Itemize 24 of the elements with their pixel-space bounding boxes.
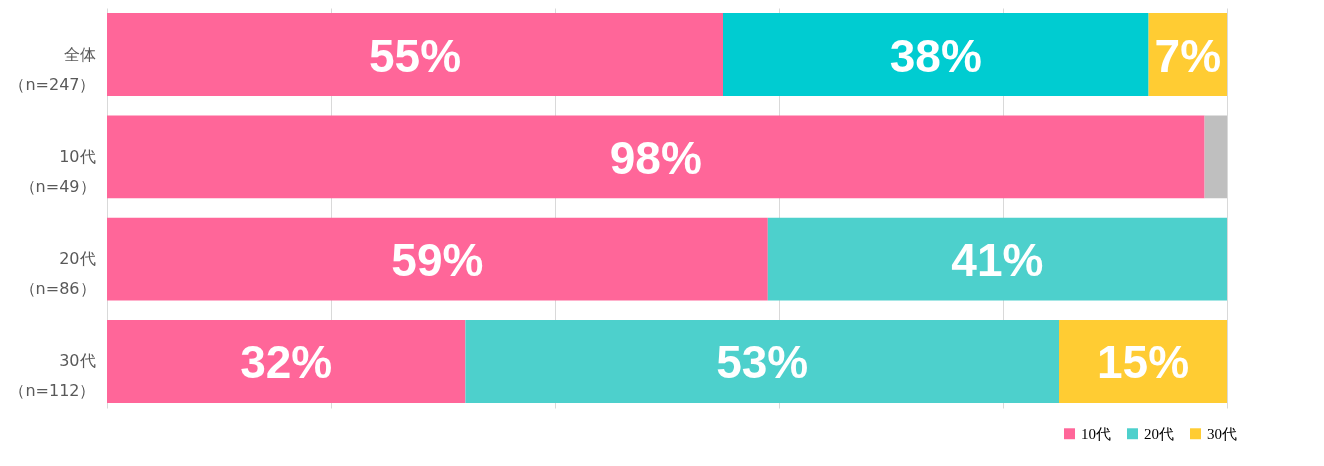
y-tick-label: 10代（n=49） xyxy=(19,146,96,196)
bar xyxy=(107,13,723,96)
bar xyxy=(1204,115,1227,199)
bar xyxy=(723,13,1149,96)
legend-label: 20代 xyxy=(1144,425,1174,442)
data-label: 41% xyxy=(951,234,1044,287)
data-label: 59% xyxy=(391,234,484,287)
y-tick-label: 20代（n=86） xyxy=(19,249,96,299)
bar xyxy=(107,320,466,403)
bar xyxy=(767,217,1227,301)
data-label: 55% xyxy=(368,29,462,82)
data-label: 98% xyxy=(609,131,702,184)
bar xyxy=(107,217,768,301)
bar xyxy=(107,115,1205,199)
data-label: 38% xyxy=(889,29,982,82)
data-label: 7% xyxy=(1154,29,1222,82)
legend-label: 10代 xyxy=(1081,425,1111,442)
data-label: 53% xyxy=(716,336,809,389)
y-tick-label: 全体（n=247） xyxy=(9,44,96,94)
bar xyxy=(465,320,1059,403)
data-label: 15% xyxy=(1096,336,1190,389)
legend-label: 30代 xyxy=(1207,425,1237,442)
data-label: 32% xyxy=(240,336,333,389)
y-tick-label: 30代（n=112） xyxy=(9,351,96,401)
